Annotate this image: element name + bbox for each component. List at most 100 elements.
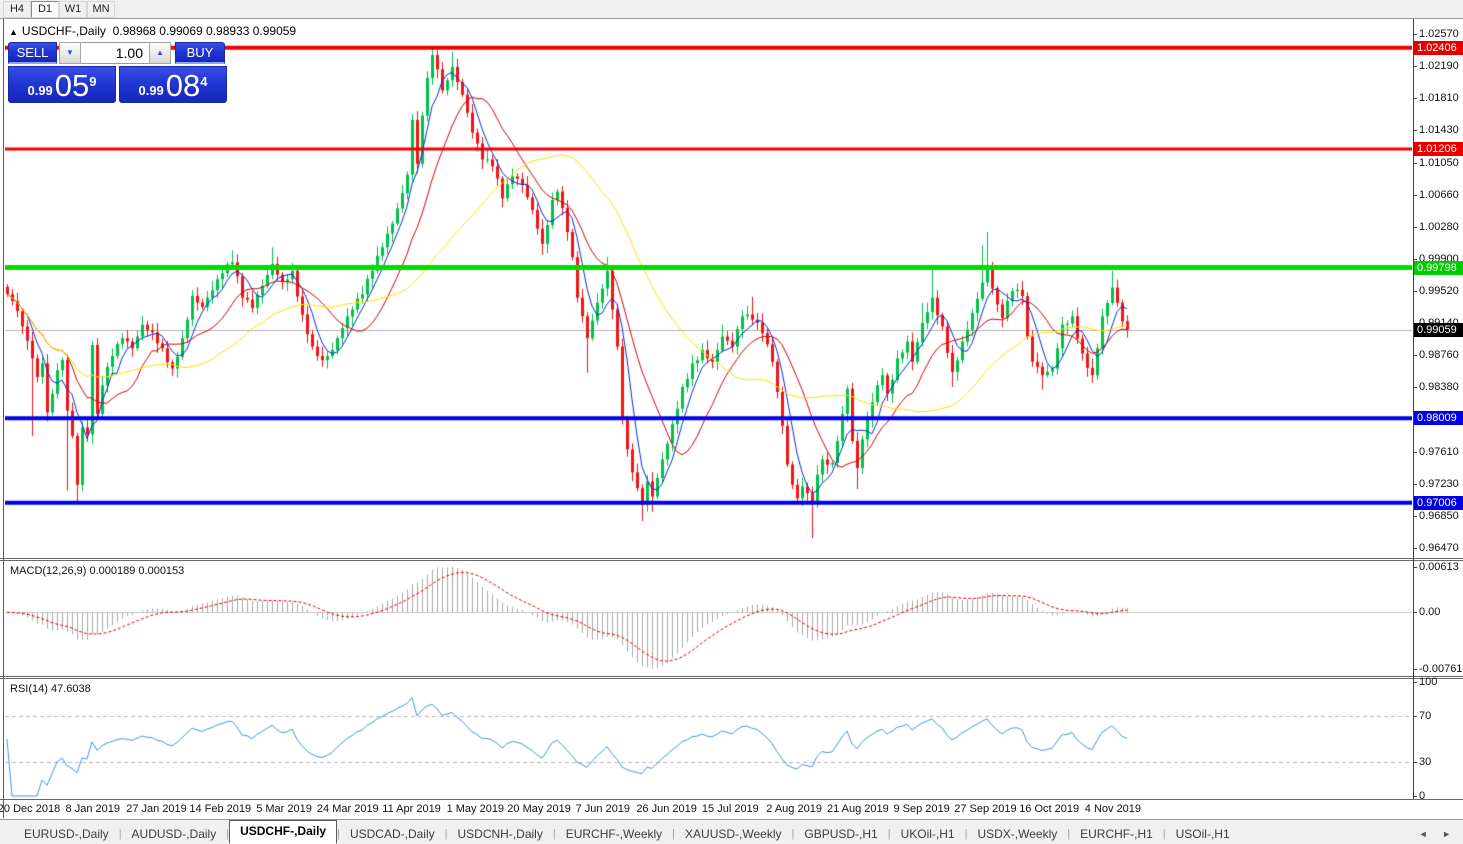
chart-tab-usoilh1[interactable]: USOil-,H1	[1175, 827, 1230, 841]
chart-tab-audusddaily[interactable]: AUDUSD-,Daily	[131, 827, 217, 841]
chart-window: ▲ USDCHF-,Daily 0.98968 0.99069 0.98933 0…	[0, 19, 1463, 819]
macd-axis-label: 0.00	[1419, 606, 1441, 618]
price-axis-label: 1.01810	[1419, 92, 1459, 104]
price-axis-tick	[1413, 34, 1417, 35]
rsi-axis-tick	[1413, 796, 1417, 797]
date-axis-label: 8 Jan 2019	[65, 803, 120, 815]
rsi-panel-canvas[interactable]	[5, 679, 1412, 798]
price-axis-tick	[1413, 548, 1417, 549]
timeframe-toolbar: H4 D1 W1 MN	[0, 0, 1463, 19]
sell-price-big: 05	[54, 68, 90, 103]
macd-axis-label: -0.007612	[1419, 663, 1463, 675]
volume-input[interactable]: 1.00	[81, 42, 149, 64]
price-badge-0.97006: 0.97006	[1414, 496, 1463, 510]
rsi-axis-tick	[1413, 762, 1417, 763]
date-axis-label: 14 Feb 2019	[189, 803, 252, 815]
tab-separator: |	[1162, 828, 1166, 840]
price-axis-tick	[1413, 66, 1417, 67]
price-axis-tick	[1413, 452, 1417, 453]
price-badge-1.01206: 1.01206	[1414, 142, 1463, 156]
price-axis-tick	[1413, 130, 1417, 131]
price-chart-canvas[interactable]	[5, 19, 1412, 558]
date-axis-label: 7 Jun 2019	[575, 803, 631, 815]
panel-separator[interactable]	[0, 676, 1463, 677]
tab-separator: |	[964, 828, 968, 840]
date-axis-label: 9 Sep 2019	[893, 803, 950, 815]
chart-ohlc-values: 0.98968 0.99069 0.98933 0.99059	[112, 24, 297, 38]
tab-separator: |	[791, 828, 795, 840]
tab-separator: |	[552, 828, 556, 840]
timeframe-button-w1[interactable]: W1	[59, 1, 87, 18]
date-axis-label: 24 Mar 2019	[316, 803, 379, 815]
macd-axis-tick	[1413, 669, 1417, 670]
price-axis-label: 1.02570	[1419, 28, 1459, 40]
chart-tab-xauusdweekly[interactable]: XAUUSD-,Weekly	[685, 827, 782, 841]
timeframe-button-mn[interactable]: MN	[87, 1, 115, 18]
buy-price-sup: 4	[200, 74, 208, 89]
price-axis-label: 0.97610	[1419, 446, 1459, 458]
collapse-arrow-icon[interactable]: ▲	[9, 27, 18, 37]
date-axis-label: 26 Jun 2019	[636, 803, 697, 815]
price-badge-1.02406: 1.02406	[1414, 41, 1463, 55]
sell-button[interactable]: SELL	[8, 42, 57, 64]
chart-title: ▲ USDCHF-,Daily 0.98968 0.99069 0.98933 0…	[9, 24, 296, 38]
price-axis-label: 1.00660	[1419, 189, 1459, 201]
date-axis-label: 16 Oct 2019	[1019, 803, 1080, 815]
price-axis-tick	[1413, 387, 1417, 388]
rsi-axis-label: 70	[1419, 710, 1432, 722]
chart-tab-usdchfdaily[interactable]: USDCHF-,Daily	[229, 820, 338, 844]
tab-separator: |	[118, 828, 122, 840]
price-axis-tick	[1413, 291, 1417, 292]
chart-tab-eurusddaily[interactable]: EURUSD-,Daily	[24, 827, 109, 841]
volume-increase-button[interactable]: ▲	[149, 42, 171, 64]
price-axis-tick	[1413, 516, 1417, 517]
price-axis-label: 0.96850	[1419, 510, 1459, 522]
chart-tab-usdxweekly[interactable]: USDX-,Weekly	[977, 827, 1058, 841]
tab-scroll-arrows-icon[interactable]: ◄ ►	[1418, 829, 1457, 839]
volume-decrease-button[interactable]: ▼	[59, 42, 81, 64]
sell-price-button[interactable]: 0.99 05 9	[8, 66, 116, 103]
sell-price-sup: 9	[89, 74, 97, 89]
sell-price-small: 0.99	[27, 83, 53, 98]
chart-tab-eurchfweekly[interactable]: EURCHF-,Weekly	[565, 827, 663, 841]
price-axis-label: 1.01050	[1419, 157, 1459, 169]
date-axis-label: 2 Aug 2019	[766, 803, 822, 815]
price-axis-tick	[1413, 227, 1417, 228]
one-click-trading-panel: SELL ▼ 1.00 ▲ BUY 0.99 05 9 0.99 08 4	[8, 42, 227, 103]
price-axis-tick	[1413, 355, 1417, 356]
price-axis-tick	[1413, 259, 1417, 260]
timeframe-button-h4[interactable]: H4	[3, 1, 31, 18]
date-axis-label: 27 Jan 2019	[126, 803, 187, 815]
price-badge-0.99798: 0.99798	[1414, 261, 1463, 275]
date-axis-label: 27 Sep 2019	[954, 803, 1017, 815]
panel-separator	[0, 678, 1463, 679]
panel-separator[interactable]	[0, 558, 1463, 559]
tab-separator: |	[1067, 828, 1071, 840]
chart-tab-usdcnhdaily[interactable]: USDCNH-,Daily	[457, 827, 543, 841]
tab-separator: |	[672, 828, 676, 840]
price-axis-label: 0.99520	[1419, 285, 1459, 297]
macd-panel-canvas[interactable]	[5, 561, 1412, 675]
chart-tab-gbpusdh1[interactable]: GBPUSD-,H1	[804, 827, 878, 841]
tab-separator: |	[887, 828, 891, 840]
buy-price-big: 08	[165, 68, 201, 103]
timeframe-button-d1[interactable]: D1	[31, 1, 59, 18]
price-axis-tick	[1413, 98, 1417, 99]
date-axis-label: 20 May 2019	[507, 803, 571, 815]
buy-price-button[interactable]: 0.99 08 4	[119, 66, 227, 103]
date-axis-label: 21 Aug 2019	[826, 803, 889, 815]
tab-separator: |	[444, 828, 448, 840]
price-axis-tick	[1413, 195, 1417, 196]
price-axis-label: 0.96470	[1419, 542, 1459, 554]
chart-symbol-label: USDCHF-,Daily	[21, 24, 106, 38]
chart-tab-ukoilh1[interactable]: UKOil-,H1	[900, 827, 955, 841]
date-axis-label: 4 Nov 2019	[1084, 803, 1142, 815]
buy-button[interactable]: BUY	[175, 42, 225, 64]
chart-tab-eurchfh1[interactable]: EURCHF-,H1	[1080, 827, 1153, 841]
price-axis-label: 0.98760	[1419, 349, 1459, 361]
macd-axis-tick	[1413, 612, 1417, 613]
date-axis-separator	[0, 799, 1463, 800]
macd-indicator-label: MACD(12,26,9) 0.000189 0.000153	[10, 565, 185, 577]
date-axis-label: 1 May 2019	[446, 803, 505, 815]
chart-tab-usdcaddaily[interactable]: USDCAD-,Daily	[349, 827, 435, 841]
